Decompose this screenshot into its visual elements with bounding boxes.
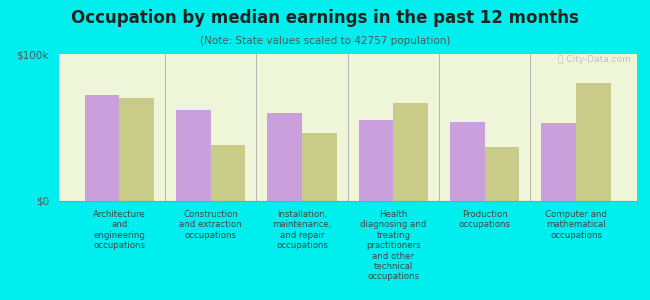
Bar bbox=[576, 83, 611, 201]
Text: ⓒ City-Data.com: ⓒ City-Data.com bbox=[558, 56, 631, 64]
Bar bbox=[450, 122, 485, 201]
Bar bbox=[176, 110, 211, 201]
Bar bbox=[84, 95, 120, 201]
Bar bbox=[302, 134, 337, 201]
Bar bbox=[393, 103, 428, 201]
Bar bbox=[485, 147, 519, 201]
Bar bbox=[541, 123, 576, 201]
Bar bbox=[120, 98, 154, 201]
Bar bbox=[359, 120, 393, 201]
Bar bbox=[211, 145, 246, 201]
Bar bbox=[267, 113, 302, 201]
Text: (Note: State values scaled to 42757 population): (Note: State values scaled to 42757 popu… bbox=[200, 36, 450, 46]
Text: Occupation by median earnings in the past 12 months: Occupation by median earnings in the pas… bbox=[71, 9, 579, 27]
